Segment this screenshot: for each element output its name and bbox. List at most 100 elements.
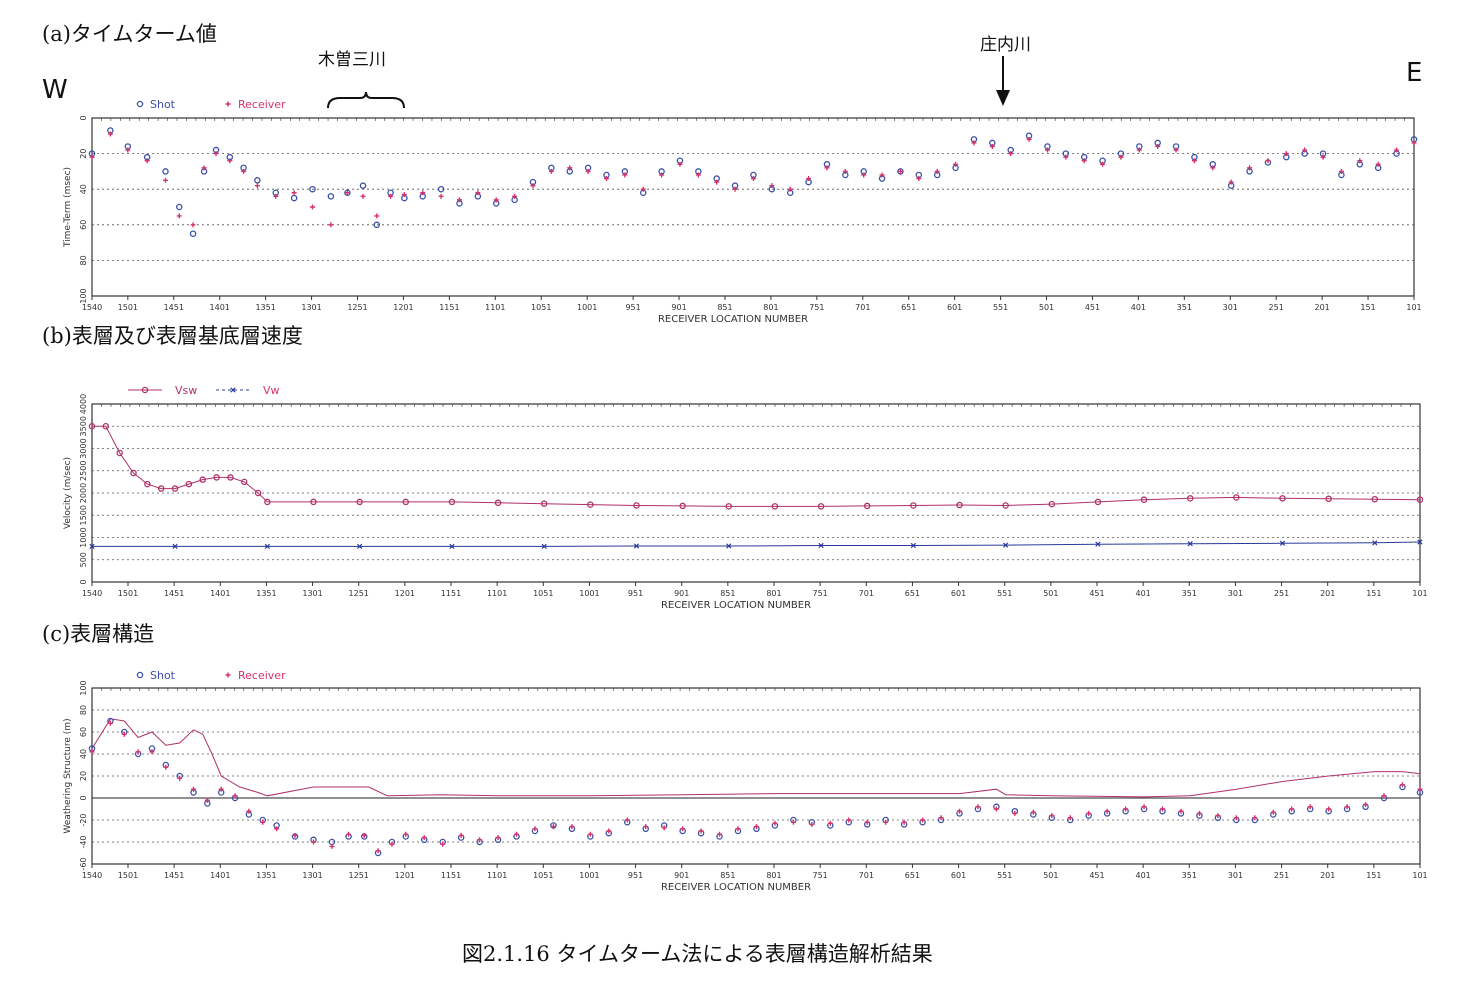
elevation-line xyxy=(91,718,1421,798)
data-point-receiver xyxy=(512,193,518,199)
data-point-receiver xyxy=(389,841,395,847)
data-point-receiver xyxy=(585,168,591,174)
data-point-receiver xyxy=(440,841,446,847)
x-tick-label: 1351 xyxy=(255,303,275,312)
data-point-receiver xyxy=(846,817,852,823)
data-point-receiver xyxy=(530,183,536,189)
data-point-receiver xyxy=(401,192,407,198)
data-point-receiver xyxy=(787,186,793,192)
x-tick-label: 801 xyxy=(763,303,778,312)
data-point-vsw xyxy=(199,476,206,483)
data-point-receiver xyxy=(1030,809,1036,815)
data-point-vsw xyxy=(1048,500,1056,508)
data-point-vsw xyxy=(264,498,271,506)
panel-3 xyxy=(88,671,1424,868)
data-point-vsw xyxy=(587,501,594,508)
data-point-receiver xyxy=(177,775,183,781)
x-tick-label: 851 xyxy=(720,871,735,880)
data-point-vsw xyxy=(540,500,548,507)
data-point-receiver xyxy=(1344,804,1350,810)
x-tick-label: 901 xyxy=(674,871,689,880)
data-point-vsw xyxy=(1186,495,1194,502)
data-point-vw xyxy=(172,543,178,550)
x-tick-label: 1201 xyxy=(393,303,413,312)
x-tick-label: 1001 xyxy=(579,871,599,880)
x-tick-label: 151 xyxy=(1366,589,1381,598)
legend-label: Shot xyxy=(150,98,176,111)
data-point-receiver xyxy=(934,168,940,174)
data-point-vsw xyxy=(1140,496,1148,503)
data-point-vw xyxy=(1003,542,1009,548)
y-tick-label: 60 xyxy=(79,220,88,230)
data-point-vsw xyxy=(88,422,96,430)
x-tick-label: 1540 xyxy=(82,871,102,880)
x-tick-label: 701 xyxy=(859,871,874,880)
x-tick-label: 201 xyxy=(1314,303,1329,312)
y-tick-label: 40 xyxy=(79,749,88,759)
data-point-vw xyxy=(1187,541,1193,547)
legend-label: Receiver xyxy=(238,669,286,682)
data-point-receiver xyxy=(1118,154,1124,160)
data-point-vw xyxy=(910,542,916,549)
data-point-receiver xyxy=(861,172,867,178)
data-point-receiver xyxy=(1252,815,1258,821)
data-point-receiver xyxy=(162,177,168,183)
x-tick-label: 1501 xyxy=(118,871,138,880)
data-point-receiver xyxy=(1100,161,1106,167)
x-tick-label: 501 xyxy=(1043,871,1058,880)
legend-label: Shot xyxy=(150,669,176,682)
data-point-receiver xyxy=(661,825,667,831)
data-point-vsw xyxy=(1416,496,1424,503)
x-tick-label: 801 xyxy=(766,871,781,880)
data-point-receiver xyxy=(548,168,554,174)
y-tick-label: 500 xyxy=(79,552,88,567)
x-tick-label: 401 xyxy=(1136,589,1151,598)
data-point-receiver xyxy=(1191,158,1197,164)
data-point-receiver xyxy=(769,183,775,189)
x-tick-label: 401 xyxy=(1131,303,1146,312)
y-tick-label: 0 xyxy=(79,579,88,584)
x-tick-label: 351 xyxy=(1177,303,1192,312)
data-point-vw xyxy=(89,543,95,550)
x-axis-label: RECEIVER LOCATION NUMBER xyxy=(661,882,811,893)
data-point-vw xyxy=(726,543,732,549)
data-point-receiver xyxy=(361,832,367,838)
data-point-receiver xyxy=(374,213,380,219)
data-point-receiver xyxy=(1155,143,1161,149)
x-tick-label: 1401 xyxy=(210,871,230,880)
x-tick-label: 601 xyxy=(951,589,966,598)
data-point-receiver xyxy=(1326,806,1332,812)
x-tick-label: 1501 xyxy=(118,303,138,312)
data-point-receiver xyxy=(329,843,335,849)
data-point-receiver xyxy=(717,831,723,837)
data-point-receiver xyxy=(149,749,155,755)
data-point-receiver xyxy=(842,168,848,174)
data-point-receiver xyxy=(897,168,903,174)
data-point-vsw xyxy=(633,502,640,509)
x-tick-label: 951 xyxy=(625,303,640,312)
data-point-receiver xyxy=(698,828,704,834)
x-tick-label: 751 xyxy=(812,871,827,880)
x-tick-label: 1251 xyxy=(349,871,369,880)
data-point-receiver xyxy=(1008,151,1014,157)
data-point-receiver xyxy=(291,190,297,196)
data-point-receiver xyxy=(135,749,141,755)
legend-marker xyxy=(230,387,236,393)
x-tick-label: 1001 xyxy=(579,589,599,598)
data-point-vsw xyxy=(356,498,363,506)
y-tick-label: -60 xyxy=(79,857,88,870)
data-point-receiver xyxy=(827,820,833,826)
legend-marker xyxy=(136,671,144,679)
data-point-receiver xyxy=(477,837,483,843)
x-tick-label: 1301 xyxy=(301,303,321,312)
data-point-vw xyxy=(818,542,824,549)
x-tick-label: 951 xyxy=(628,871,643,880)
panel-b-title: (b)表層及び表層基底層速度 xyxy=(42,324,303,348)
x-tick-label: 1401 xyxy=(210,589,230,598)
data-point-receiver xyxy=(144,158,150,164)
data-point-receiver xyxy=(1270,809,1276,815)
y-axis-label: Velocity (m/sec) xyxy=(63,457,73,529)
data-point-receiver xyxy=(1247,165,1253,171)
panel-c-title: (c)表層構造 xyxy=(42,622,155,646)
x-tick-label: 1101 xyxy=(485,303,505,312)
